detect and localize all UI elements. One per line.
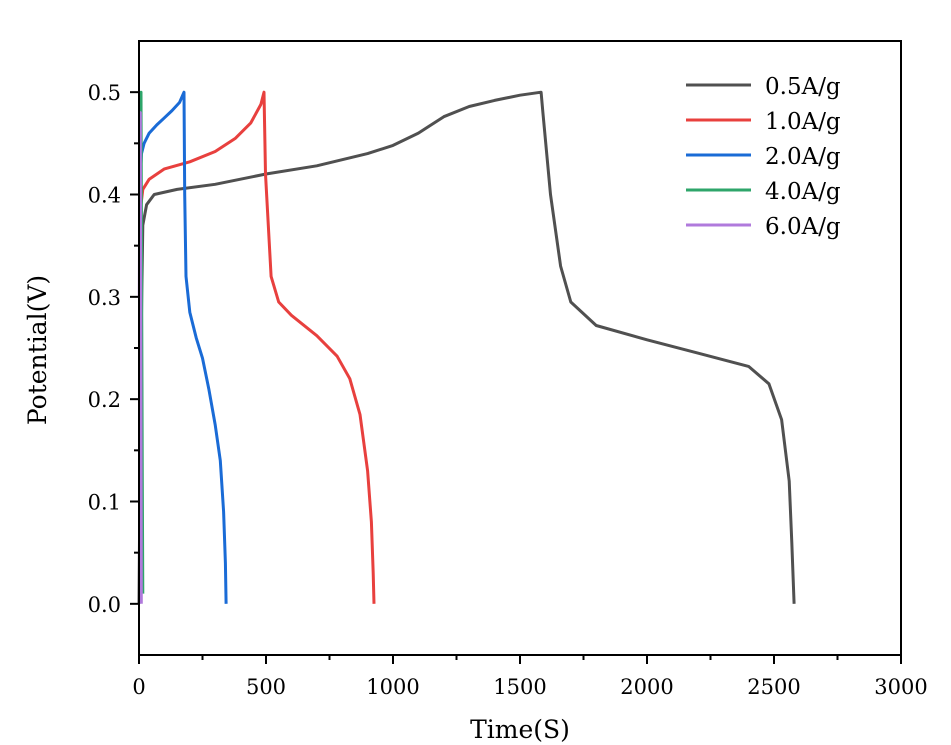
x-tick-label: 0 (132, 675, 145, 699)
legend-label: 1.0A/g (765, 109, 841, 135)
series-line-0 (137, 90, 796, 604)
x-tick-label: 2000 (620, 675, 673, 699)
series-line-1 (138, 90, 376, 604)
legend-label: 2.0A/g (765, 144, 841, 170)
x-axis: 0 500 1000 1500 2000 2500 3000 (132, 655, 928, 699)
x-tick-label: 1000 (366, 675, 419, 699)
legend-label: 6.0A/g (765, 214, 841, 240)
x-tick-label: 3000 (874, 675, 927, 699)
y-tick-label: 0.3 (88, 286, 121, 310)
y-tick-label: 0.1 (88, 491, 121, 515)
x-tick-label: 1500 (493, 675, 546, 699)
y-axis: 0.0 0.1 0.2 0.3 0.4 0.5 (88, 81, 139, 617)
x-axis-title: Time(S) (470, 715, 570, 744)
y-tick-label: 0.4 (88, 184, 121, 208)
legend: 0.5A/g 1.0A/g 2.0A/g 4.0A/g 6.0A/g (686, 74, 841, 240)
series-line-2 (139, 90, 228, 604)
legend-label: 0.5A/g (765, 74, 841, 100)
y-axis-title: Potential(V) (23, 275, 52, 425)
legend-label: 4.0A/g (765, 179, 841, 205)
x-tick-label: 2500 (747, 675, 800, 699)
x-tick-label: 500 (246, 675, 286, 699)
y-tick-label: 0.0 (88, 593, 121, 617)
y-tick-label: 0.2 (88, 388, 121, 412)
y-tick-label: 0.5 (88, 81, 121, 105)
plot-lines (137, 90, 796, 604)
